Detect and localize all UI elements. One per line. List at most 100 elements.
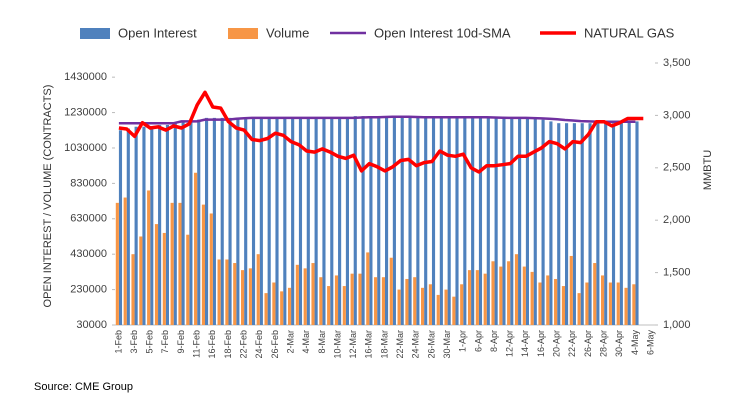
bar [554, 278, 558, 325]
x-tick-label: 26-Apr [583, 330, 593, 357]
bar [295, 264, 299, 325]
y-tick-label: 1030000 [64, 142, 107, 154]
bar [118, 130, 123, 325]
bar [389, 257, 393, 325]
bar [601, 275, 605, 325]
bar [178, 202, 182, 325]
bar [209, 213, 213, 325]
bar [330, 117, 334, 325]
bar [350, 273, 354, 325]
bar [342, 286, 346, 325]
x-tick-label: 8-Apr [489, 330, 499, 352]
bar [369, 116, 373, 325]
x-tick-label: 16-Apr [536, 330, 546, 357]
bar [608, 282, 612, 325]
x-tick-label: 24-Feb [254, 330, 264, 359]
bar [463, 117, 467, 325]
bar [170, 202, 174, 325]
bar [514, 254, 519, 325]
bar [162, 232, 166, 325]
x-tick-label: 8-Mar [317, 330, 327, 354]
bar [408, 116, 412, 325]
x-tick-label: 1-Apr [458, 330, 468, 352]
bar [460, 284, 464, 325]
x-tick-label: 22-Mar [395, 330, 405, 359]
x-tick-label: 12-Mar [348, 330, 358, 359]
bar [142, 126, 146, 325]
bar [538, 282, 542, 325]
y-tick-label: 630000 [70, 213, 107, 225]
legend-swatch [80, 28, 110, 39]
bar [134, 126, 138, 325]
bar [186, 234, 190, 325]
bar [228, 117, 232, 325]
bar [619, 121, 623, 326]
legend-label: Open Interest [118, 25, 197, 40]
bar [478, 116, 483, 325]
bar [596, 123, 600, 326]
bar [502, 117, 506, 325]
y-tick-label: 430000 [70, 248, 107, 260]
bar [212, 117, 216, 325]
x-tick-label: 6-May [645, 330, 655, 356]
bar [541, 119, 545, 325]
x-tick-label: 22-Apr [567, 330, 577, 357]
bar [494, 117, 498, 325]
x-tick-label: 4-Mar [301, 330, 311, 354]
bar [267, 117, 271, 325]
x-tick-label: 12-Apr [505, 330, 515, 357]
bar [314, 117, 318, 325]
bar [385, 116, 389, 325]
bar [471, 116, 475, 325]
bar [525, 117, 529, 325]
bar [507, 261, 511, 325]
bar [197, 119, 201, 325]
bar [431, 117, 436, 325]
y2-tick-label: 3,500 [663, 57, 691, 69]
bar [593, 263, 597, 325]
x-tick-label: 1-Feb [113, 330, 123, 354]
x-tick-label: 2-Mar [285, 330, 295, 354]
x-tick-label: 16-Mar [364, 330, 374, 359]
bar [585, 282, 589, 325]
bar [244, 117, 248, 325]
bar [366, 252, 370, 325]
bar [400, 116, 404, 325]
bar [467, 270, 472, 325]
bar [248, 268, 252, 325]
bar [306, 117, 310, 325]
bar [319, 277, 323, 325]
bar [181, 121, 185, 326]
bar [549, 121, 553, 326]
bar [444, 289, 448, 325]
bar [225, 259, 229, 325]
bar [428, 284, 432, 325]
bar [233, 263, 237, 325]
bar [530, 271, 534, 325]
bar [632, 284, 636, 325]
bar [131, 254, 135, 325]
legend-swatch [228, 28, 258, 39]
bar [486, 117, 490, 325]
bar [259, 117, 263, 325]
bar [205, 117, 209, 325]
bar [557, 123, 561, 326]
bar [588, 123, 592, 326]
line [118, 115, 636, 125]
bar [287, 287, 292, 325]
x-tick-label: 28-Apr [599, 330, 609, 357]
bar [303, 268, 307, 325]
x-tick-label: 14-Apr [520, 330, 530, 357]
y2-axis-title: MMBTU [702, 150, 714, 190]
bar [173, 123, 177, 326]
bar [358, 273, 362, 325]
source-note: Source: CME Group [34, 381, 133, 393]
bar [510, 117, 514, 325]
x-tick-label: 22-Feb [239, 330, 249, 359]
bar [150, 126, 154, 325]
y-tick-label: 30000 [76, 319, 107, 331]
bar [416, 116, 420, 325]
bar [518, 117, 522, 325]
legend-label: Open Interest 10d-SMA [374, 25, 511, 40]
bar [392, 116, 396, 325]
